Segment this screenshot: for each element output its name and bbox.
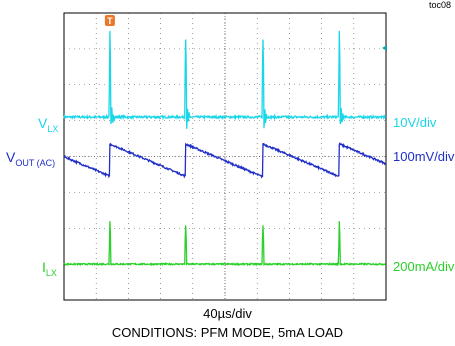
level-marker (382, 45, 387, 51)
markers: T (105, 15, 387, 51)
vout-scale-label: 100mV/div (393, 150, 454, 163)
time-scale-label: 40µs/div (0, 307, 455, 320)
conditions-caption: CONDITIONS: PFM MODE, 5mA LOAD (0, 326, 455, 339)
figure-id: toc08 (429, 1, 451, 10)
vout-channel-label: VOUT (AC) (6, 150, 55, 168)
vlx-channel-label: VLX (38, 116, 58, 134)
ilx-scale-label: 200mA/div (393, 260, 454, 273)
ilx-channel-label: ILX (42, 260, 57, 278)
trigger-marker-text: T (107, 16, 113, 26)
grid (64, 13, 386, 300)
vlx-scale-label: 10V/div (393, 116, 436, 129)
